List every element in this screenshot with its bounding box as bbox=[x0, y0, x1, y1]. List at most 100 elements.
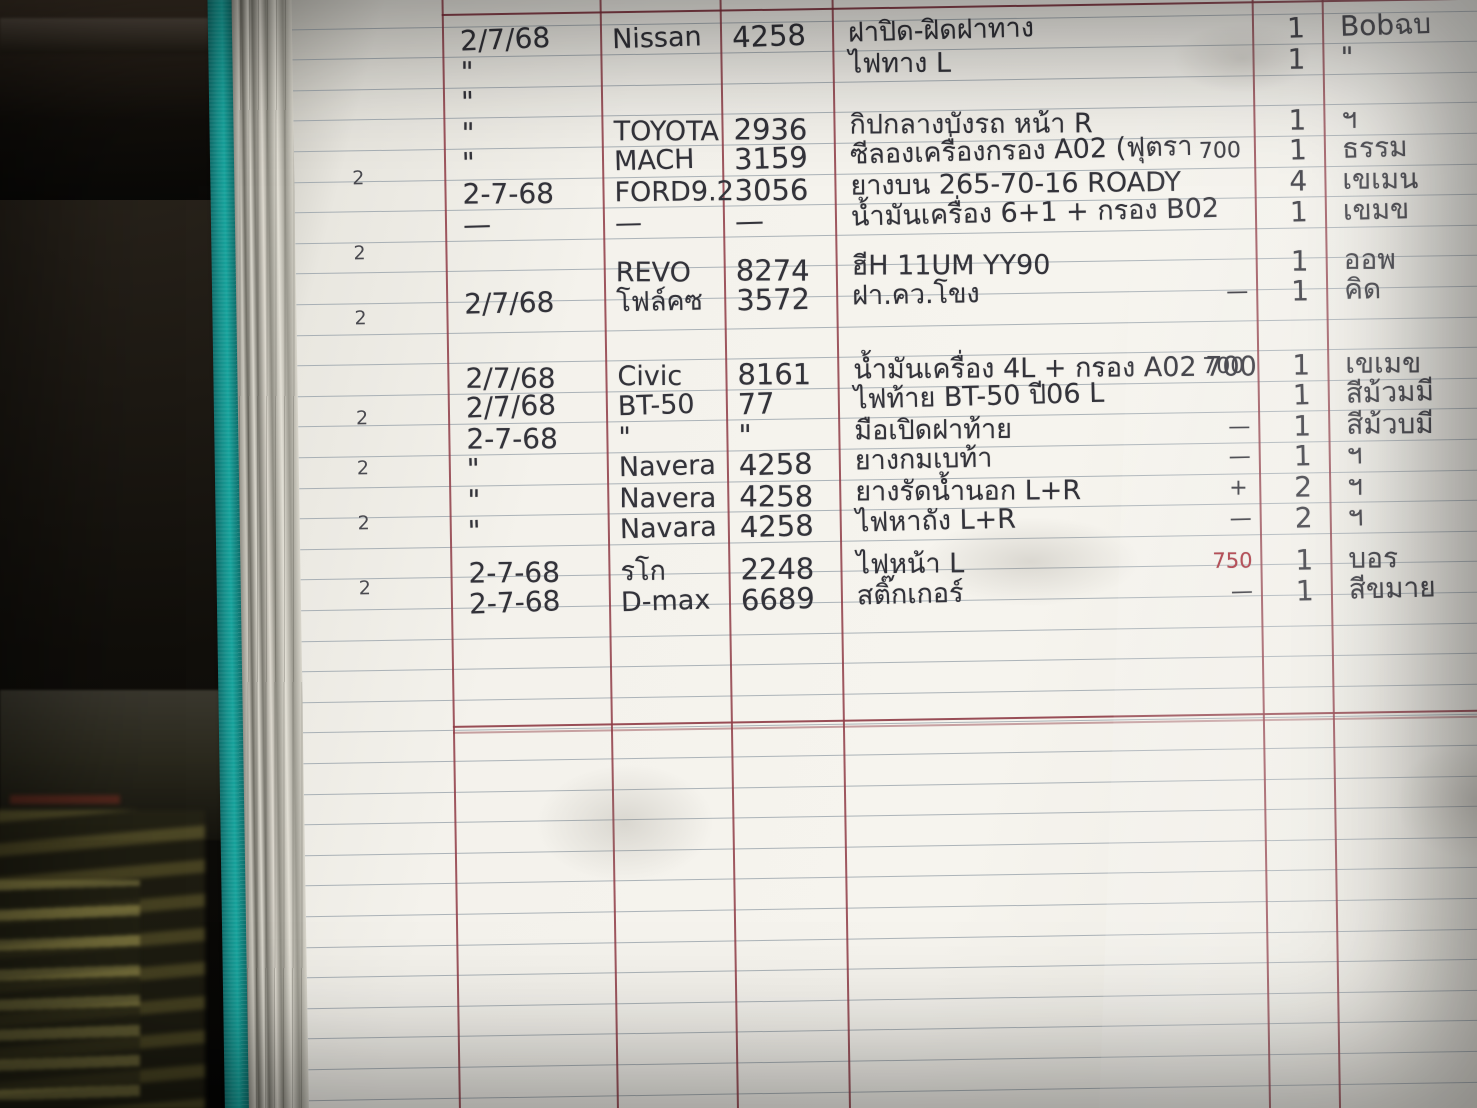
handwritten-cell: ไฟหน้า L bbox=[856, 548, 965, 581]
rule-line bbox=[302, 649, 1477, 673]
handwritten-cell: ธรรม bbox=[1341, 130, 1408, 166]
handwritten-cell: คิด bbox=[1343, 272, 1382, 306]
handwritten-cell: ยางรัดน้ำนอก L+R bbox=[855, 475, 1082, 508]
handwritten-cell: น้ำมันเครื่อง 6+1 + กรอง B02 bbox=[850, 192, 1220, 233]
handwritten-cell: 750 bbox=[1212, 548, 1253, 574]
rule-line bbox=[303, 741, 1477, 765]
handwritten-cell: ออพ bbox=[1343, 242, 1396, 276]
rule-line bbox=[303, 771, 1477, 795]
background-red-stripe bbox=[10, 795, 120, 804]
handwritten-cell: 1 bbox=[1290, 274, 1310, 308]
handwritten-cell: 700 bbox=[1202, 353, 1245, 379]
rule-line bbox=[308, 1047, 1477, 1071]
handwritten-cell: ฯ bbox=[1347, 468, 1364, 502]
handwritten-cell: Navera bbox=[619, 483, 717, 515]
handwritten-cell: บอร bbox=[1348, 541, 1399, 576]
handwritten-cell: " bbox=[460, 55, 474, 89]
handwritten-cell: 1 bbox=[1288, 133, 1308, 168]
rule-line bbox=[308, 1077, 1477, 1101]
margin-tally-mark: 2 bbox=[357, 512, 370, 535]
handwritten-cell: 1 bbox=[1290, 244, 1309, 278]
handwritten-cell: เขเมน bbox=[1342, 162, 1419, 196]
handwritten-cell: — bbox=[614, 207, 643, 239]
handwritten-cell: — bbox=[1228, 414, 1251, 440]
handwritten-cell: ไฟหาถัง L+R bbox=[855, 503, 1017, 539]
handwritten-cell: เขเมข bbox=[1345, 345, 1422, 380]
handwritten-cell: 1 bbox=[1287, 42, 1306, 76]
margin-tally-mark: 2 bbox=[356, 457, 370, 480]
handwritten-cell: ฝา.คว.โขง bbox=[851, 278, 980, 312]
handwritten-cell: 2-7-68 bbox=[466, 421, 558, 456]
handwritten-cell: " bbox=[461, 146, 476, 181]
handwritten-cell: ฮีH 11UM YY90 bbox=[851, 249, 1051, 282]
rule-line bbox=[307, 986, 1477, 1010]
handwritten-cell: 2-7-68 bbox=[468, 584, 561, 621]
handwritten-cell: 4258 bbox=[739, 507, 815, 544]
margin-tally-mark: 2 bbox=[355, 407, 369, 430]
rule-line bbox=[301, 618, 1477, 642]
handwritten-cell: 1 bbox=[1293, 439, 1312, 474]
rule-line bbox=[304, 833, 1477, 857]
handwritten-cell: — bbox=[734, 203, 765, 238]
handwritten-cell: 2 bbox=[1294, 470, 1313, 504]
ledger-page: 2/7/68 Nissan 4258 ฝาปิด-ฝิดฝาทาง 1 Bobฉบ " ไฟท… bbox=[290, 0, 1477, 1108]
background-shelf-edge bbox=[0, 18, 235, 54]
handwritten-cell: ฯ bbox=[1341, 101, 1358, 135]
handwritten-cell: 4258 bbox=[739, 479, 814, 514]
handwritten-cell: — bbox=[1230, 579, 1254, 605]
margin-tally-mark: 2 bbox=[352, 167, 365, 190]
handwritten-cell: ยางกมเบท้า bbox=[854, 442, 993, 477]
handwritten-cell: D-max bbox=[620, 584, 711, 619]
handwritten-cell: 3572 bbox=[735, 281, 811, 318]
handwritten-cell: 1 bbox=[1292, 348, 1311, 382]
handwritten-cell: Bobฉบ bbox=[1339, 7, 1432, 43]
handwritten-cell: 8161 bbox=[737, 356, 812, 391]
handwritten-cell: 2 bbox=[1294, 500, 1313, 535]
handwritten-cell: 4258 bbox=[731, 17, 807, 55]
handwritten-cell: สีม้วบมี bbox=[1346, 406, 1434, 441]
handwritten-cell: " bbox=[1340, 40, 1354, 74]
handwritten-cell: ฯ bbox=[1347, 498, 1364, 533]
handwritten-cell: 2-7-68 bbox=[462, 177, 555, 211]
handwritten-cell: " bbox=[461, 116, 475, 150]
handwritten-cell: 77 bbox=[737, 386, 776, 422]
handwritten-cell: 3056 bbox=[734, 172, 809, 208]
handwritten-cell: Nissan bbox=[611, 21, 703, 56]
margin-tally-mark: 2 bbox=[358, 577, 371, 600]
handwritten-cell: 1 bbox=[1289, 194, 1309, 229]
handwritten-cell: สติ๊กเกอร์ bbox=[856, 577, 964, 612]
handwritten-cell: 2/7/68 bbox=[459, 20, 551, 58]
rule-line bbox=[306, 955, 1477, 979]
handwritten-cell: 2/7/68 bbox=[463, 285, 555, 321]
rule-line bbox=[307, 1016, 1477, 1040]
handwritten-cell: 1 bbox=[1292, 378, 1312, 412]
margin-tally-mark: 2 bbox=[354, 307, 367, 330]
handwritten-cell: Navera bbox=[618, 450, 717, 484]
handwritten-cell: 4 bbox=[1289, 164, 1308, 198]
handwritten-cell: " bbox=[467, 483, 481, 517]
handwritten-cell: — bbox=[1225, 279, 1249, 305]
handwritten-cell: — bbox=[1228, 444, 1252, 471]
rule-line bbox=[305, 863, 1477, 887]
handwritten-cell: 3159 bbox=[733, 140, 809, 177]
handwritten-cell: สีม้วมมี bbox=[1345, 374, 1435, 410]
handwritten-cell: 4258 bbox=[738, 446, 814, 483]
handwritten-cell: " bbox=[460, 85, 475, 119]
handwritten-cell: เขมข bbox=[1342, 191, 1410, 227]
handwritten-cell: ฝาปิด-ฝิดฝาทาง bbox=[847, 12, 1035, 49]
handwritten-cell: ฯ bbox=[1346, 437, 1363, 472]
handwritten-cell: 1 bbox=[1293, 409, 1312, 443]
handwritten-cell: MACH bbox=[613, 144, 695, 178]
handwritten-cell: " bbox=[738, 418, 752, 453]
handwritten-cell: รโก bbox=[620, 556, 667, 588]
handwritten-cell: มือเปิดฝาท้าย bbox=[854, 413, 1013, 447]
handwritten-cell: Navara bbox=[619, 511, 718, 545]
ledger-book: 2/7/68 Nissan 4258 ฝาปิด-ฝิดฝาทาง 1 Bobฉบ " ไฟท… bbox=[185, 0, 1477, 1108]
background-pipes-2 bbox=[0, 880, 140, 1100]
handwritten-cell: TOYOTA bbox=[613, 115, 720, 148]
handwritten-cell: 1 bbox=[1286, 11, 1306, 45]
handwritten-cell: Civic bbox=[617, 360, 683, 392]
handwritten-cell: REVO bbox=[615, 256, 691, 288]
handwritten-cell: + bbox=[1229, 475, 1248, 501]
